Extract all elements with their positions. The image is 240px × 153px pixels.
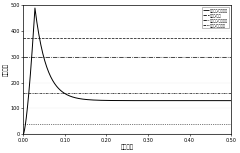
Y-axis label: 机能／比: 机能／比 <box>3 63 9 76</box>
Legend: 合成火炎/活火火火, 不活火/活火, 合成火炎/　不活火, 不活火/　不活火: 合成火炎/活火火火, 不活火/活火, 合成火炎/ 不活火, 不活火/ 不活火 <box>202 7 229 28</box>
X-axis label: 时间／分: 时间／分 <box>121 144 134 149</box>
